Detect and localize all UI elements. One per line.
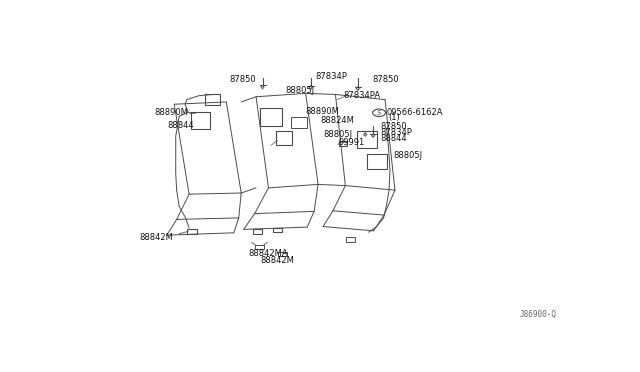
Text: 88805J: 88805J xyxy=(394,151,422,160)
Text: (1): (1) xyxy=(388,113,400,122)
Bar xyxy=(291,117,307,128)
Text: 88844: 88844 xyxy=(168,121,194,130)
Text: 88844: 88844 xyxy=(380,134,406,143)
Bar xyxy=(253,229,262,234)
Bar xyxy=(276,131,292,145)
Bar xyxy=(339,141,347,146)
Text: 09566-6162A: 09566-6162A xyxy=(386,108,442,117)
Text: 88890M: 88890M xyxy=(154,108,188,117)
Text: 88842M: 88842M xyxy=(140,232,173,242)
Text: J86900-Q: J86900-Q xyxy=(519,310,556,319)
Text: 88842M: 88842M xyxy=(260,256,294,264)
Text: 87850: 87850 xyxy=(372,74,399,83)
Bar xyxy=(278,253,287,256)
Bar xyxy=(356,131,376,148)
Text: 87834P: 87834P xyxy=(316,72,348,81)
Text: 87850: 87850 xyxy=(230,74,256,83)
Text: 87834PA: 87834PA xyxy=(343,91,380,100)
Bar xyxy=(260,108,282,126)
Text: 88842MA: 88842MA xyxy=(249,249,288,258)
Text: 88805J: 88805J xyxy=(286,86,315,95)
Bar xyxy=(187,229,196,234)
Text: 88824M: 88824M xyxy=(321,116,355,125)
Bar xyxy=(346,237,355,241)
Text: S: S xyxy=(377,110,381,116)
Text: 88890M: 88890M xyxy=(306,107,340,116)
Text: 87850: 87850 xyxy=(380,122,406,131)
Bar xyxy=(255,244,264,248)
Bar xyxy=(273,228,282,232)
Bar xyxy=(205,94,220,105)
Text: 99991: 99991 xyxy=(339,138,365,147)
Text: 87834P: 87834P xyxy=(380,128,412,137)
Bar xyxy=(367,154,387,169)
Bar xyxy=(191,112,211,129)
Text: 88805J: 88805J xyxy=(323,130,352,140)
